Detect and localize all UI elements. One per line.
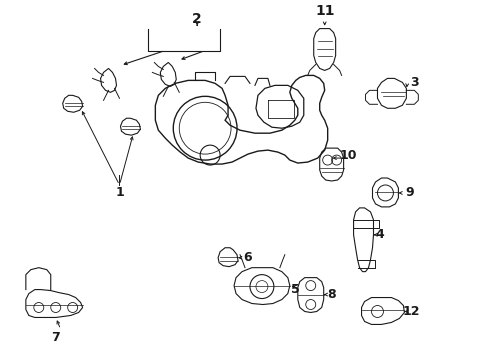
Text: 10: 10 bbox=[339, 149, 357, 162]
Text: 11: 11 bbox=[314, 4, 334, 18]
Text: 9: 9 bbox=[404, 186, 413, 199]
Text: 12: 12 bbox=[402, 305, 419, 318]
Text: 6: 6 bbox=[243, 251, 252, 264]
Text: 7: 7 bbox=[51, 331, 60, 344]
Text: 8: 8 bbox=[326, 288, 335, 301]
Text: 2: 2 bbox=[192, 12, 202, 26]
Text: 1: 1 bbox=[115, 186, 123, 199]
Text: 4: 4 bbox=[374, 228, 383, 241]
Text: 5: 5 bbox=[291, 283, 300, 296]
Text: 3: 3 bbox=[409, 76, 418, 89]
